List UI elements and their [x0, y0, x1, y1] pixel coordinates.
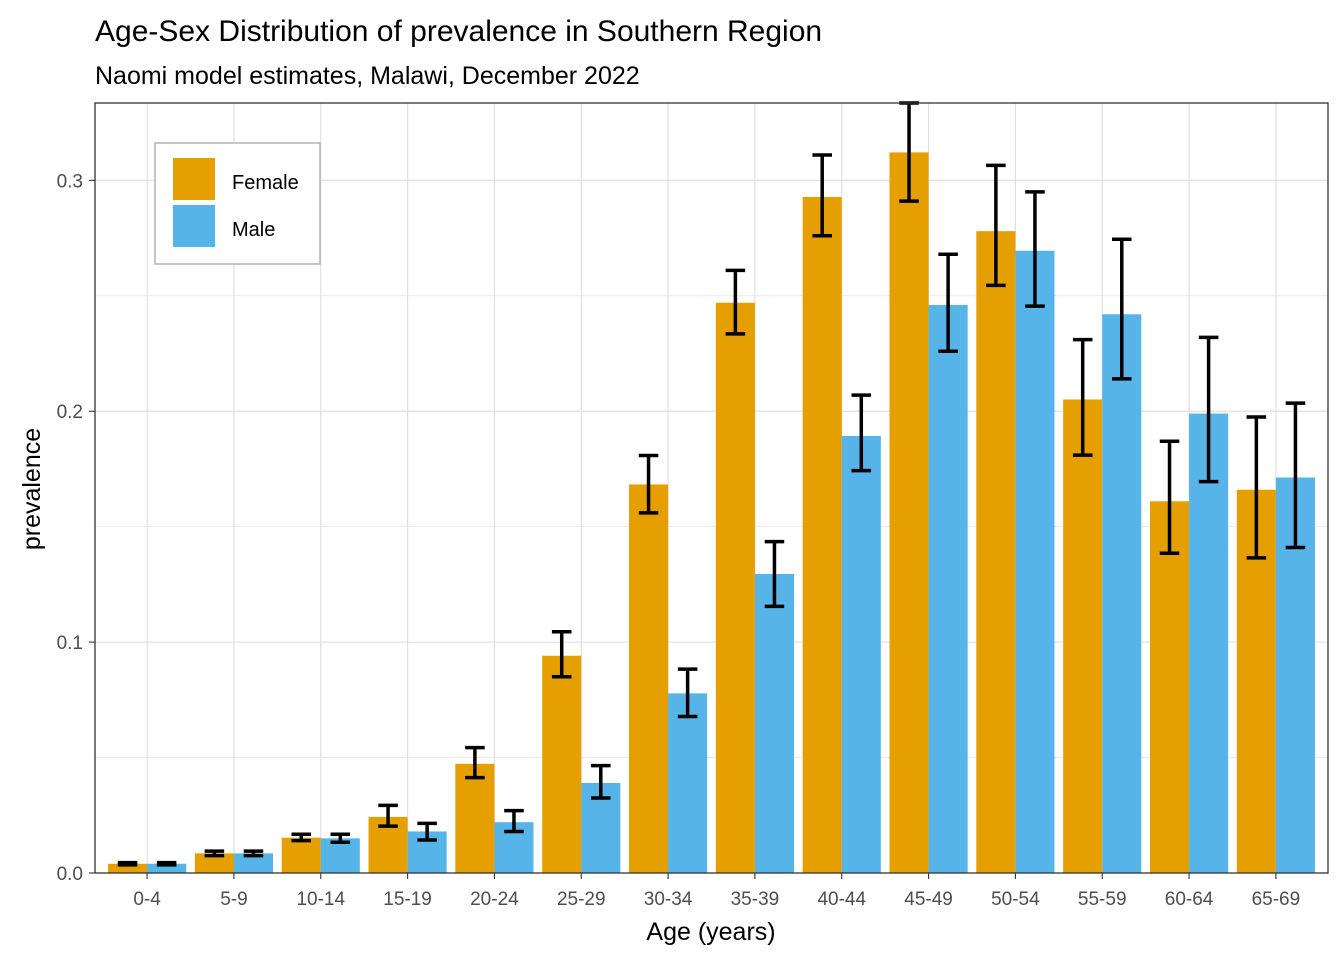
- panel-border: [94, 102, 1329, 874]
- errorbar-female-5-9: [204, 849, 225, 858]
- bar-male-40-44: [841, 435, 881, 873]
- bar-male-35-39: [754, 574, 794, 873]
- errorbar-male-65-69: [1285, 401, 1306, 550]
- x-tick-label: 5-9: [220, 889, 247, 910]
- plot-area: [94, 101, 1329, 874]
- errorbar-male-35-39: [764, 539, 785, 609]
- y-tick-label: 0.2: [57, 402, 83, 423]
- x-axis-title: Age (years): [646, 918, 775, 946]
- legend-swatch-female: [173, 158, 215, 200]
- errorbar-male-60-64: [1198, 335, 1219, 484]
- errorbar-female-55-59: [1072, 337, 1093, 457]
- errorbar-female-30-34: [638, 453, 659, 515]
- y-axis: 0.0 0.1 0.2 0.3: [57, 171, 95, 885]
- bar-female-55-59: [1063, 399, 1103, 873]
- x-tick-label: 0-4: [133, 889, 161, 910]
- errorbar-male-5-9: [243, 849, 264, 858]
- y-axis-title: prevalence: [18, 428, 46, 550]
- x-axis: 0-4 5-9 10-14 15-19 20-24 25-29 30-34 35-39 40-4…: [133, 873, 1300, 910]
- bar-female-35-39: [715, 302, 755, 873]
- errorbar-male-45-49: [938, 252, 958, 353]
- x-tick-label: 45-49: [904, 889, 953, 910]
- errorbar-female-10-14: [291, 832, 311, 843]
- errorbar-male-40-44: [851, 393, 872, 473]
- x-tick-label: 55-59: [1078, 889, 1127, 910]
- errorbar-female-40-44: [812, 153, 832, 238]
- errorbar-male-55-59: [1112, 237, 1132, 381]
- bar-female-10-14: [281, 837, 321, 873]
- errorbar-male-15-19: [417, 821, 437, 842]
- errorbar-female-20-24: [465, 745, 485, 780]
- bars: [108, 152, 1315, 873]
- x-tick-label: 50-54: [991, 889, 1040, 910]
- errorbar-female-15-19: [378, 803, 398, 828]
- bar-male-55-59: [1102, 314, 1142, 873]
- legend-label-male: Male: [232, 219, 275, 241]
- bar-male-60-64: [1189, 413, 1229, 873]
- bar-female-30-34: [629, 484, 669, 873]
- bar-male-30-34: [668, 693, 708, 873]
- errorbar-male-20-24: [504, 808, 524, 834]
- errorbar-female-25-29: [551, 629, 572, 679]
- bar-female-40-44: [802, 196, 842, 873]
- x-tick-label: 20-24: [470, 889, 519, 910]
- y-tick-label: 0.3: [57, 171, 83, 192]
- legend: Female Male: [154, 142, 321, 265]
- bar-female-25-29: [542, 655, 582, 873]
- errorbar-female-0-4: [117, 860, 138, 867]
- bar-male-50-54: [1015, 250, 1055, 873]
- errorbar-male-25-29: [591, 763, 611, 800]
- bar-female-60-64: [1149, 501, 1190, 873]
- x-tick-label: 60-64: [1165, 889, 1214, 910]
- x-tick-label: 10-14: [296, 889, 345, 910]
- chart-title: Age-Sex Distribution of prevalence in So…: [95, 15, 822, 48]
- bar-male-10-14: [320, 838, 360, 873]
- bar-male-0-4: [147, 863, 187, 873]
- bar-female-0-4: [108, 863, 148, 873]
- legend-label-female: Female: [232, 172, 299, 194]
- errorbar-female-50-54: [986, 163, 1006, 288]
- bar-female-45-49: [889, 152, 929, 873]
- bar-female-50-54: [976, 231, 1016, 873]
- errorbar-female-60-64: [1159, 439, 1180, 555]
- errorbar-female-35-39: [725, 268, 746, 336]
- chart-subtitle: Naomi model estimates, Malawi, December …: [95, 62, 640, 90]
- errorbar-male-10-14: [330, 832, 351, 845]
- x-tick-label: 40-44: [817, 889, 866, 910]
- x-tick-label: 25-29: [557, 889, 606, 910]
- errorbar-female-65-69: [1246, 415, 1267, 560]
- bar-female-20-24: [455, 763, 495, 873]
- bar-male-45-49: [928, 305, 968, 873]
- x-tick-label: 15-19: [383, 889, 432, 910]
- bar-male-5-9: [233, 853, 274, 873]
- y-tick-label: 0.1: [57, 633, 83, 654]
- legend-swatch-male: [173, 205, 215, 247]
- x-tick-label: 65-69: [1252, 889, 1301, 910]
- errorbar-male-50-54: [1025, 190, 1045, 308]
- bar-female-5-9: [194, 853, 234, 873]
- error-bars: [117, 101, 1306, 867]
- y-tick-label: 0.0: [57, 864, 83, 885]
- errorbar-male-0-4: [156, 860, 177, 867]
- x-tick-label: 30-34: [644, 889, 693, 910]
- x-tick-label: 35-39: [731, 889, 780, 910]
- errorbar-male-30-34: [677, 667, 698, 719]
